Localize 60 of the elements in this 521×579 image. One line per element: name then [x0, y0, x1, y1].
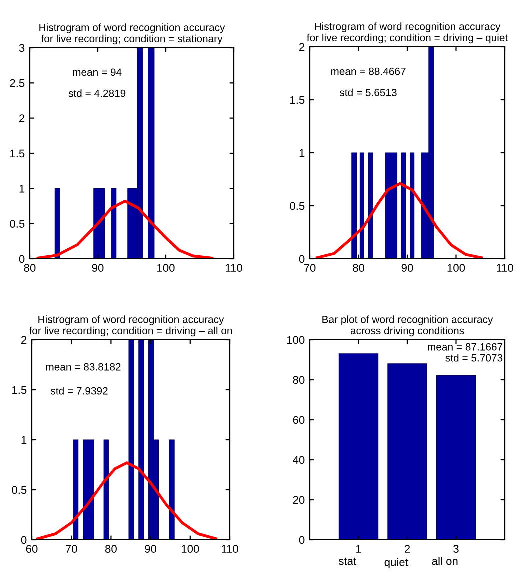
- y-tick-label: 40: [293, 456, 305, 464]
- y-tick-label: 1: [22, 436, 27, 444]
- x-tick-label: 80: [106, 545, 117, 554]
- y-tick-label: 60: [293, 416, 305, 424]
- y-tick-label: 80: [293, 376, 305, 384]
- x-tick-label: 100: [448, 264, 466, 272]
- x-tick-label: 90: [145, 545, 157, 554]
- chart-title: Histrogram of word recognition accuracy for live recording; condition = stationary: [40, 24, 226, 45]
- x-tick-label: 100: [182, 545, 200, 554]
- y-tick-label: 0.5: [12, 486, 27, 494]
- y-tick-label: 2.5: [10, 79, 25, 88]
- annotation: std = 7.9392: [51, 387, 108, 395]
- x-tick-label: 70: [66, 545, 78, 554]
- text: all on: [432, 557, 458, 566]
- y-tick-label: 1.5: [290, 96, 305, 104]
- y-tick-label: 3: [19, 44, 25, 52]
- x-tick-label: 100: [158, 264, 175, 272]
- text: stat: [338, 558, 357, 566]
- bar: [388, 364, 428, 540]
- x-tick-label: 80: [353, 264, 364, 272]
- y-tick-label: 1: [300, 149, 305, 158]
- line-series: [36, 462, 218, 540]
- bar: [436, 375, 476, 540]
- x-tick-label: 90: [402, 264, 414, 272]
- y-tick-label: 0: [21, 536, 27, 544]
- annotation: mean = 87.1667: [428, 343, 503, 351]
- x-tick-label: 90: [92, 264, 104, 272]
- annotation: std = 5.7073: [446, 354, 503, 362]
- chart-title: Histrogram of word recognition accuracy for live recording; condition = driving – quiet: [307, 22, 508, 44]
- y-tick-label: 1.5: [12, 386, 27, 394]
- x-tick-label: 2: [404, 545, 410, 553]
- x-tick-label: 110: [226, 264, 242, 272]
- y-tick-label: 0: [299, 255, 305, 264]
- annotation: std = 5.6513: [340, 88, 397, 96]
- line-series: [36, 200, 214, 259]
- x-tick-label: 3: [454, 545, 459, 554]
- annotation: mean = 83.8182: [46, 363, 121, 371]
- bar: [338, 354, 379, 540]
- y-tick-label: 0.5: [290, 202, 305, 210]
- y-tick-label: 20: [293, 496, 305, 504]
- x-tick-label: 110: [222, 545, 238, 554]
- annotation: std = 4.2819: [68, 90, 126, 98]
- y-tick-label: 100: [287, 336, 305, 344]
- text: quiet: [384, 558, 408, 569]
- y-tick-label: 0: [299, 536, 305, 544]
- x-tick-label: 70: [304, 264, 316, 272]
- y-tick-label: 2: [22, 336, 27, 344]
- x-tick-label: 1: [356, 545, 362, 553]
- line-series: [316, 182, 483, 259]
- chart-title: Bar plot of word recognition accuracy across driving conditions: [322, 316, 494, 337]
- y-tick-label: 0: [19, 255, 25, 264]
- annotation: mean = 88.4667: [331, 68, 406, 76]
- annotation: mean = 94: [73, 68, 122, 76]
- y-tick-label: 1.5: [10, 150, 25, 158]
- chart-title: Histrogram of word recognition accuracy for live recording; condition = driving – all on: [29, 316, 232, 337]
- y-tick-label: 1: [20, 185, 25, 193]
- y-tick-label: 2: [300, 43, 305, 52]
- y-tick-label: 2: [20, 114, 25, 122]
- x-tick-label: 110: [496, 264, 514, 272]
- y-tick-label: 0.5: [10, 220, 25, 228]
